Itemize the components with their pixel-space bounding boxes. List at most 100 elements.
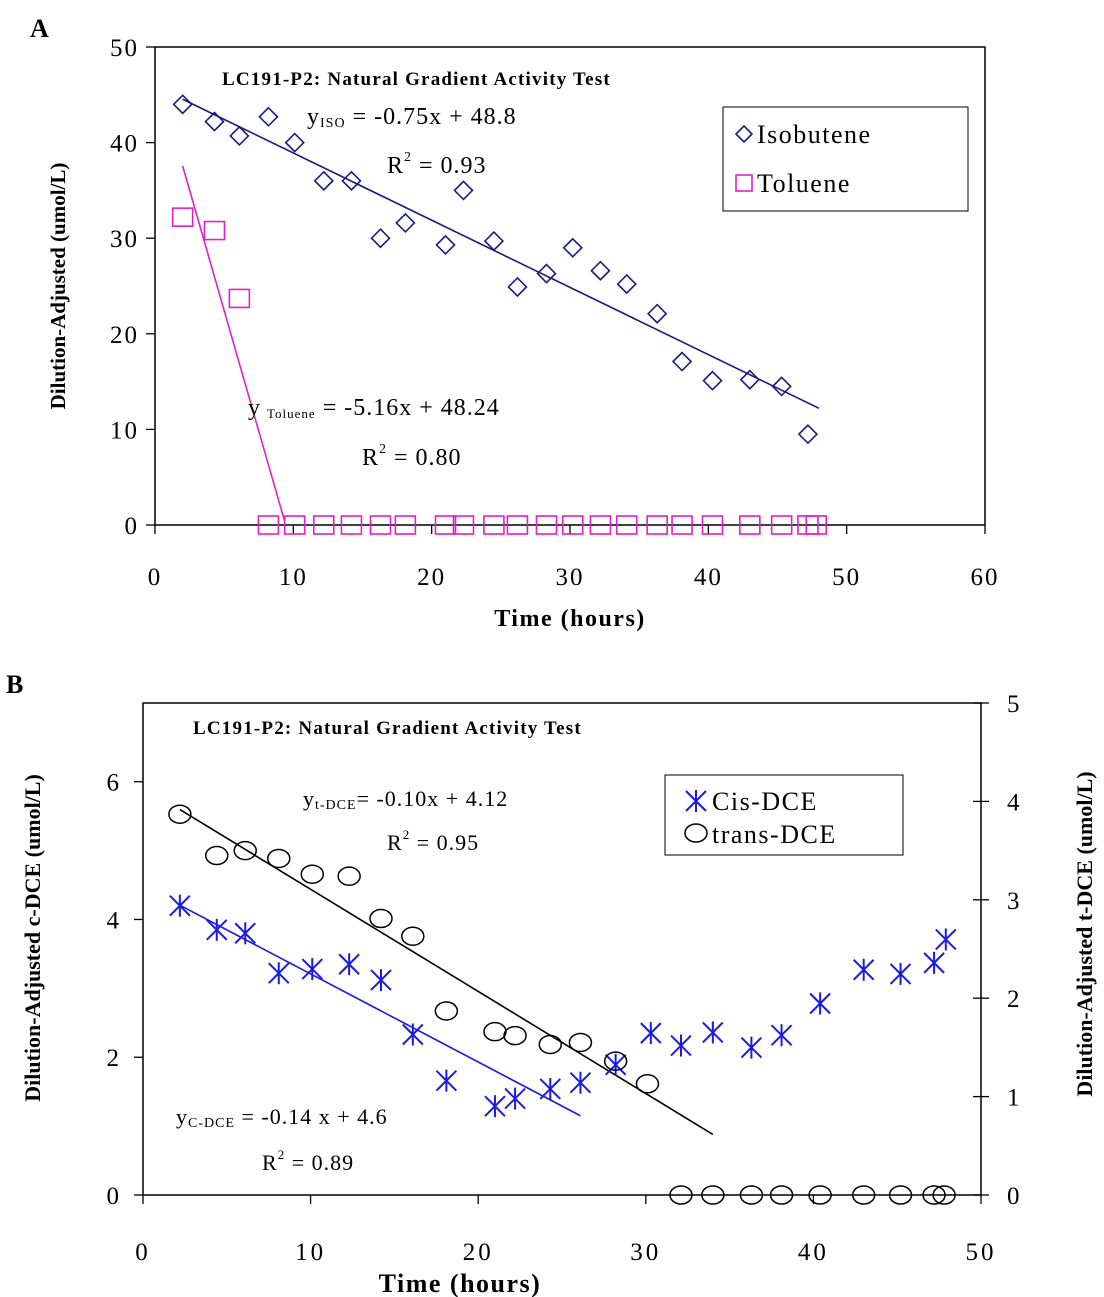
panel-a-x-tick-label: 50 [832,564,861,591]
trans-dce-point [701,1185,725,1205]
panel-b-left-y-tick-label: 4 [107,907,120,934]
trans-dce-point [568,1032,593,1053]
cis-dce-point [402,1023,424,1046]
panel-b-left-y-tick-label: 2 [107,1045,120,1072]
isobutene-point [435,234,456,256]
toluene-point [589,515,612,535]
toluene-fit-r-squared: R2 = 0.80 [362,442,462,471]
panel-b-plot-frame [142,702,982,1196]
panel-a-fit-lines [181,98,820,521]
cis-dce-point [206,918,228,941]
cis-dce-point [770,1024,793,1047]
panel-a-axis-ticks: 0 10 20 30 40 50 0 10 20 30 40 50 60 [110,35,998,591]
trans-dce-point [337,866,361,886]
trans-dce-point [888,1185,913,1205]
panel-a-y-axis-label: Dilution-Adjusted (umol/L) [46,163,70,410]
trans-dce-point [739,1185,764,1205]
toluene-point [805,515,828,535]
isobutene-point [370,228,391,249]
fit-line-cis-dce [179,904,581,1117]
isobutene-point [536,263,557,284]
panel-a-x-tick-label: 40 [694,564,723,591]
isobutene-point [739,369,760,390]
toluene-point [561,515,584,535]
trans-dce-point [233,840,257,861]
isobutene-point [702,370,723,391]
trans-dce-point [669,1185,693,1205]
panel-b-title: LC191-P2: Natural Gradient Activity Test [193,718,582,739]
trans-dce-point [267,848,291,869]
panel-b-label: B [6,670,23,699]
toluene-point [203,220,226,241]
cis-dce-point [569,1071,592,1094]
cis-dce-point [484,1095,506,1118]
toluene-point [312,515,335,535]
trans-dce-point [932,1185,956,1205]
cis-dce-point [809,992,831,1015]
cis-dce-point [702,1021,724,1044]
isobutene-point [313,170,334,191]
panel-b-right-y-tick-label: 3 [1007,888,1020,915]
isobutene-point [507,276,528,298]
isobutene-point [172,94,193,115]
cis-dce-point [640,1022,662,1045]
toluene-point [671,515,693,535]
legend-toluene-label: Toluene [757,169,851,198]
cis-dce-point [370,969,392,992]
cis-dce-point [670,1034,692,1057]
fit-line-toluene [181,165,286,521]
panel-b-right-y-tick-label: 0 [1007,1183,1020,1210]
cis-dce-point [923,951,945,974]
isobutene-point [647,303,668,324]
legend-trans-dce-marker [684,823,708,843]
isobutene-point [204,111,225,132]
toluene-point [739,515,761,535]
panel-b-left-y-tick-label: 6 [107,770,120,797]
toluene-point [228,288,251,309]
toluene-point [340,515,363,535]
panel-b-x-tick-label: 40 [798,1239,829,1266]
toluene-point [506,515,529,535]
panel-a-legend-box [722,106,969,212]
toluene-point [535,515,558,535]
legend-isobutene-label: Isobutene [757,120,872,149]
toluene-point [452,515,475,535]
legend-trans-dce-label: trans-DCE [712,820,837,849]
cis-dce-point [169,894,191,917]
panel-a-x-tick-label: 20 [417,564,446,591]
isobutene-point [229,125,250,147]
toluene-point [369,515,392,535]
toluene-point [483,515,505,535]
toluene-point [394,515,417,535]
cis-dce-point [301,958,323,981]
panel-a-y-tick-label: 10 [110,417,139,444]
panel-b-x-tick-label: 0 [135,1239,151,1266]
cis-dce-point [889,962,912,985]
fit-line-trans-dce [179,808,714,1136]
toluene-point [283,515,306,535]
trans-dce-point [635,1074,660,1094]
toluene-point [257,515,280,535]
panel-b-x-axis-label: Time (hours) [379,1269,542,1297]
legend-cis-dce-label: Cis-DCE [712,787,818,816]
isobutene-point [453,180,474,201]
trans-dce-point [168,804,192,824]
panel-b-left-y-tick-label: 0 [107,1183,120,1210]
trans-dce-point [434,1001,459,1021]
trans-dce-point [922,1185,946,1205]
panel-b-legend: Cis-DCE trans-DCE [664,774,904,856]
trans-dce-point [300,864,325,884]
trans-dce-point [401,926,425,946]
trans-dce-point [538,1034,563,1055]
panel-b: B LC191-P2: Natural Gradient Activity Te… [6,670,1097,1297]
panel-b-x-tick-label: 10 [295,1239,326,1266]
panel-a-y-tick-label: 50 [110,35,139,62]
panel-b-right-y-tick-label: 4 [1007,789,1020,816]
toluene-point [701,515,724,535]
isobutene-point [562,237,583,258]
legend-isobutene-marker [734,124,754,144]
toluene-point [434,515,457,535]
isobutene-point [284,132,305,153]
